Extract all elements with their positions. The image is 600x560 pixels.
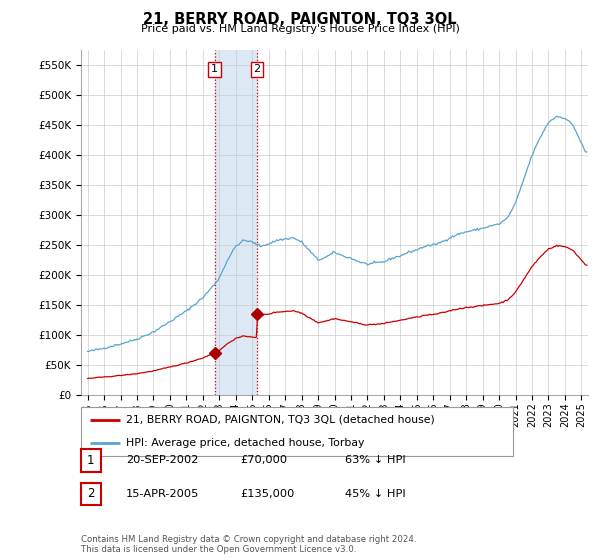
Text: 1: 1 (87, 454, 95, 467)
Text: 63% ↓ HPI: 63% ↓ HPI (345, 455, 406, 465)
Text: 2: 2 (253, 64, 260, 74)
Text: 21, BERRY ROAD, PAIGNTON, TQ3 3QL: 21, BERRY ROAD, PAIGNTON, TQ3 3QL (143, 12, 457, 27)
Text: £135,000: £135,000 (240, 489, 295, 499)
Text: 15-APR-2005: 15-APR-2005 (126, 489, 199, 499)
Text: Contains HM Land Registry data © Crown copyright and database right 2024.
This d: Contains HM Land Registry data © Crown c… (81, 535, 416, 554)
Text: HPI: Average price, detached house, Torbay: HPI: Average price, detached house, Torb… (127, 437, 365, 447)
Text: 2: 2 (87, 487, 95, 501)
Text: 1: 1 (211, 64, 218, 74)
Text: Price paid vs. HM Land Registry's House Price Index (HPI): Price paid vs. HM Land Registry's House … (140, 24, 460, 34)
Text: 21, BERRY ROAD, PAIGNTON, TQ3 3QL (detached house): 21, BERRY ROAD, PAIGNTON, TQ3 3QL (detac… (127, 415, 435, 425)
Text: 45% ↓ HPI: 45% ↓ HPI (345, 489, 406, 499)
Text: £70,000: £70,000 (240, 455, 287, 465)
Bar (215, 50, 257, 395)
Text: 20-SEP-2002: 20-SEP-2002 (126, 455, 199, 465)
